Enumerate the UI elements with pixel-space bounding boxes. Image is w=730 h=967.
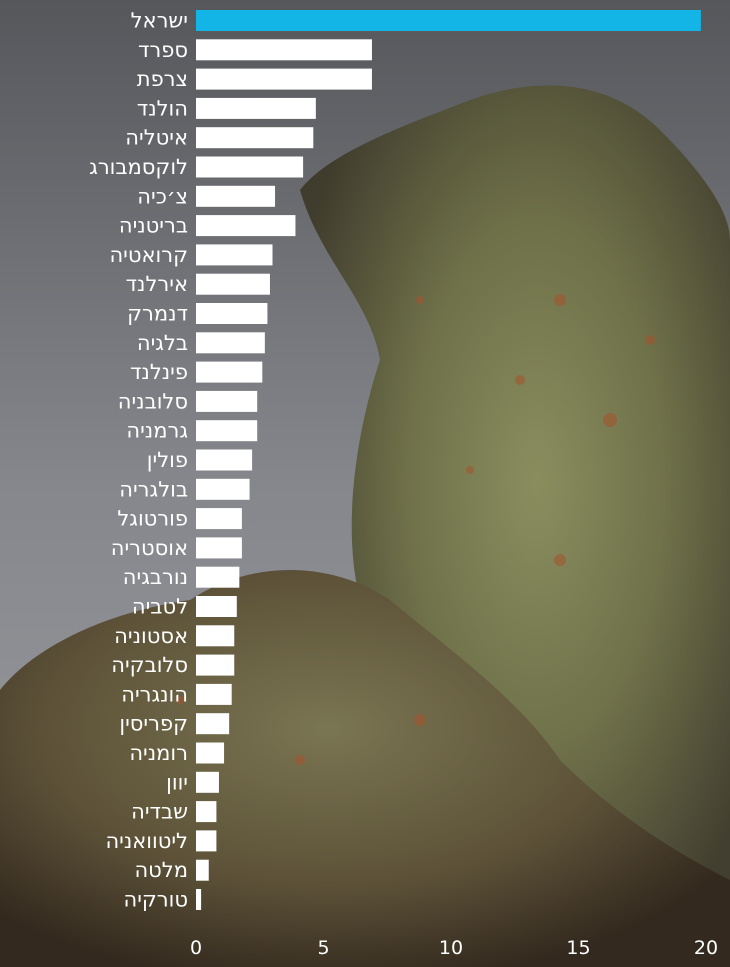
category-label-12: פינלנד [130,360,188,384]
bar-29 [196,859,209,881]
category-label-15: פולין [147,448,188,472]
category-label-2: צרפת [137,67,188,91]
bars-group [196,10,701,910]
bar-28 [196,830,217,852]
bar-19 [196,566,240,588]
bar-3 [196,97,316,119]
bar-1 [196,39,372,61]
bar-5 [196,156,304,178]
bar-27 [196,801,217,823]
bar-15 [196,449,253,471]
bar-22 [196,654,235,676]
bar-14 [196,420,258,442]
bar-12 [196,361,263,383]
category-label-1: ספרד [138,38,188,62]
bar-8 [196,244,273,266]
category-label-25: רומניה [129,741,188,765]
category-label-29: מלטה [134,858,188,882]
category-label-18: אוסטריה [111,536,188,560]
bar-26 [196,771,219,793]
category-label-27: שבדיה [131,800,188,824]
bar-7 [196,215,296,237]
x-tick-label-3: 15 [566,937,590,959]
category-label-26: יוון [166,770,188,794]
category-label-19: נורבגיה [123,565,188,589]
bar-16 [196,478,250,500]
bar-0 [196,10,701,31]
bar-21 [196,625,235,647]
category-label-5: לוקסמבורג [89,155,188,179]
x-axis-ticks-group: 0 5 10 15 20 [190,937,718,959]
bar-24 [196,713,230,735]
bar-4 [196,127,314,149]
category-label-28: ליטוואניה [105,829,188,853]
x-tick-label-1: 5 [317,937,329,959]
category-label-10: דנמרק [127,302,188,326]
category-label-30: טורקיה [123,888,188,912]
bar-30 [196,889,202,910]
category-label-13: סלובניה [118,389,188,413]
bar-23 [196,683,232,705]
bar-20 [196,596,237,617]
category-label-7: בריטניה [119,214,188,238]
category-label-22: סלובקיה [111,653,188,677]
bar-17 [196,508,242,530]
bar-6 [196,185,276,207]
bar-11 [196,332,265,354]
bar-18 [196,537,242,559]
category-label-14: גרמניה [126,419,188,443]
category-labels-group: ישראל ספרד צרפת הולנד איטליה לוקסמבורג צ׳כיה בר… [89,9,188,912]
category-label-24: קפריסין [119,712,188,736]
bar-13 [196,390,258,412]
category-label-11: בלגיה [137,331,188,355]
category-label-17: פורטוגל [117,507,188,531]
bar-25 [196,742,225,764]
x-tick-label-2: 10 [439,937,463,959]
category-label-21: אסטוניה [114,624,188,648]
category-label-16: בולגריה [119,477,188,501]
x-tick-label-4: 20 [694,937,718,959]
category-label-0: ישראל [131,9,188,33]
category-label-9: אירלנד [126,272,188,296]
category-label-6: צ׳כיה [137,184,188,208]
bar-10 [196,303,268,324]
category-label-3: הולנד [137,96,188,120]
category-label-23: הונגריה [121,682,188,706]
bar-9 [196,273,270,295]
category-label-8: קרואטיה [109,243,188,267]
bar-2 [196,68,372,90]
category-label-20: לטביה [132,595,188,619]
category-label-4: איטליה [125,126,188,150]
x-tick-label-0: 0 [190,937,202,959]
